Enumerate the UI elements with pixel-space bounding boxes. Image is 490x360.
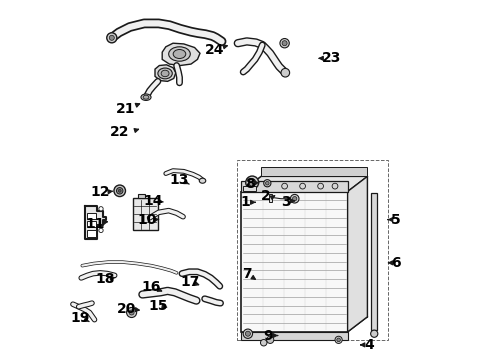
Bar: [242, 181, 347, 192]
Bar: [87, 221, 96, 227]
Bar: [87, 230, 96, 237]
Bar: [242, 192, 347, 332]
Text: 10: 10: [137, 213, 157, 227]
Circle shape: [266, 181, 269, 185]
Ellipse shape: [199, 178, 206, 183]
Text: 11: 11: [86, 217, 105, 231]
Bar: [261, 167, 368, 176]
Text: 18: 18: [96, 272, 115, 286]
Circle shape: [335, 336, 342, 343]
Circle shape: [99, 207, 103, 211]
Circle shape: [281, 68, 290, 77]
Circle shape: [99, 228, 103, 233]
Polygon shape: [155, 65, 176, 81]
Text: 24: 24: [205, 43, 224, 57]
Bar: [371, 193, 377, 330]
Ellipse shape: [158, 68, 172, 79]
Circle shape: [337, 338, 341, 342]
Text: 13: 13: [170, 173, 189, 187]
Text: 15: 15: [148, 299, 168, 313]
Circle shape: [126, 307, 137, 318]
Polygon shape: [162, 43, 200, 66]
Ellipse shape: [143, 95, 149, 99]
Ellipse shape: [161, 70, 169, 77]
Circle shape: [243, 329, 252, 338]
Bar: [133, 198, 158, 230]
Circle shape: [282, 183, 288, 189]
Circle shape: [245, 331, 250, 336]
Text: 7: 7: [242, 267, 251, 281]
Text: 3: 3: [282, 195, 291, 208]
Text: 6: 6: [392, 256, 401, 270]
Text: 9: 9: [264, 329, 273, 342]
Text: 23: 23: [322, 51, 341, 65]
Circle shape: [267, 336, 274, 343]
Polygon shape: [347, 176, 368, 332]
Text: 8: 8: [245, 177, 255, 190]
Circle shape: [248, 179, 256, 186]
Circle shape: [370, 330, 378, 337]
Circle shape: [109, 35, 114, 40]
Circle shape: [293, 197, 297, 201]
Bar: [261, 176, 368, 317]
Text: 1: 1: [241, 195, 250, 209]
Circle shape: [118, 189, 121, 192]
Bar: [138, 194, 145, 198]
Circle shape: [291, 194, 299, 203]
Circle shape: [261, 339, 267, 346]
Text: 16: 16: [141, 280, 160, 294]
Text: 20: 20: [117, 302, 137, 316]
Circle shape: [114, 185, 125, 197]
Polygon shape: [242, 176, 368, 192]
Circle shape: [264, 180, 271, 187]
Text: 21: 21: [116, 102, 135, 116]
Ellipse shape: [169, 47, 190, 61]
Circle shape: [129, 310, 134, 315]
Text: 22: 22: [110, 126, 129, 139]
Bar: [87, 213, 96, 219]
Text: 14: 14: [144, 194, 163, 208]
Bar: [242, 332, 347, 340]
Text: 2: 2: [261, 189, 271, 203]
Circle shape: [318, 183, 323, 189]
Circle shape: [117, 188, 123, 194]
Ellipse shape: [141, 94, 151, 100]
Circle shape: [282, 41, 287, 46]
Circle shape: [107, 33, 117, 43]
Text: 19: 19: [71, 311, 90, 324]
Bar: [243, 186, 256, 191]
Bar: [270, 194, 272, 202]
Circle shape: [332, 183, 338, 189]
Bar: [237, 160, 388, 340]
Text: 12: 12: [91, 185, 110, 198]
Circle shape: [300, 183, 305, 189]
Text: 4: 4: [365, 338, 374, 352]
Polygon shape: [85, 206, 106, 239]
Circle shape: [280, 39, 289, 48]
Text: 17: 17: [181, 275, 200, 288]
Text: 5: 5: [392, 213, 401, 226]
Circle shape: [245, 176, 259, 189]
Ellipse shape: [173, 49, 186, 58]
